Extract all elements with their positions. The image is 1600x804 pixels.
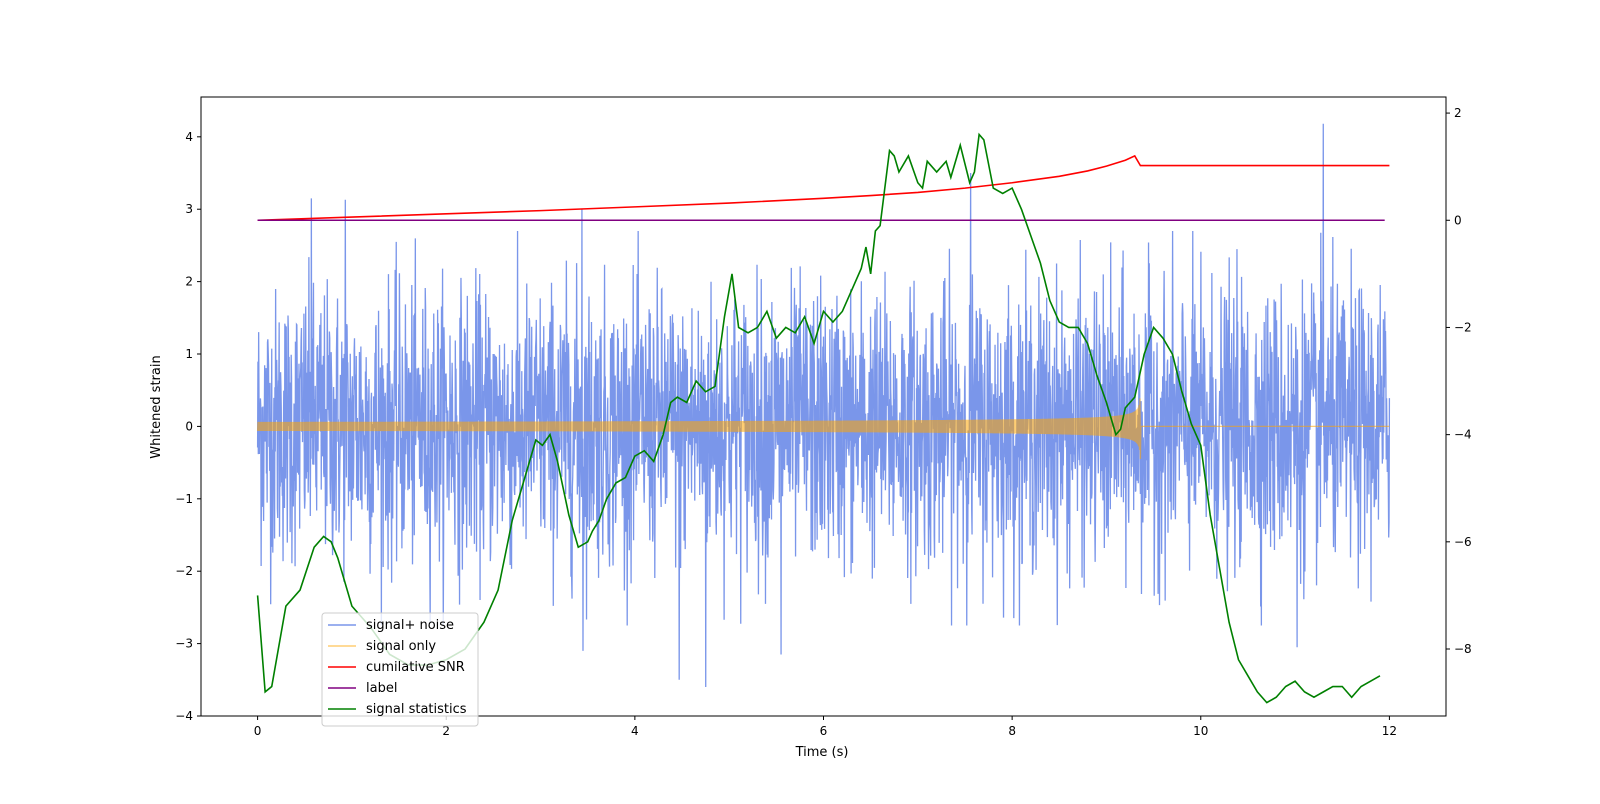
series-signal-statistics-line	[256, 132, 1381, 704]
y2-tick-label: −4	[1454, 428, 1472, 442]
legend-label: cumilative SNR	[366, 660, 465, 675]
y-tick-label: 4	[185, 130, 193, 144]
y-tick-label: 1	[185, 347, 193, 361]
y2-tick-label: −6	[1454, 535, 1472, 549]
plot-area	[256, 123, 1391, 704]
y-tick-label: −1	[175, 492, 193, 506]
legend-label: signal only	[366, 639, 436, 654]
x-axis-label: Time (s)	[795, 745, 849, 760]
y-axis-label: Whitened strain	[149, 355, 164, 458]
y2-tick-label: −8	[1454, 642, 1472, 656]
series-cumilative-snr-line	[257, 154, 1390, 222]
x-tick-label: 2	[442, 724, 450, 738]
legend: signal+ noise signal only cumilative SNR la…	[321, 612, 479, 727]
x-tick-label: 4	[631, 724, 639, 738]
x-tick-label: 6	[820, 724, 828, 738]
legend-label: label	[366, 681, 397, 696]
y-tick-label: 0	[185, 419, 193, 433]
y2-tick-label: −2	[1454, 320, 1472, 334]
legend-label: signal statistics	[366, 702, 467, 717]
y-tick-label: 2	[185, 275, 193, 289]
series-signal-only-line	[256, 398, 1390, 459]
x-tick-label: 10	[1193, 724, 1208, 738]
legend-box	[321, 612, 479, 727]
y2-tick-label: 2	[1454, 106, 1462, 120]
y-tick-label: −3	[175, 637, 193, 651]
y-tick-label: −4	[175, 709, 193, 723]
y-tick-label: −2	[175, 564, 193, 578]
y2-tick-label: 0	[1454, 213, 1462, 227]
legend-label: signal+ noise	[366, 618, 454, 633]
x-tick-label: 8	[1008, 724, 1016, 738]
y-tick-label: 3	[185, 202, 193, 216]
x-tick-label: 0	[254, 724, 262, 738]
x-tick-label: 12	[1382, 724, 1397, 738]
series-signal-noise-line	[256, 123, 1391, 688]
